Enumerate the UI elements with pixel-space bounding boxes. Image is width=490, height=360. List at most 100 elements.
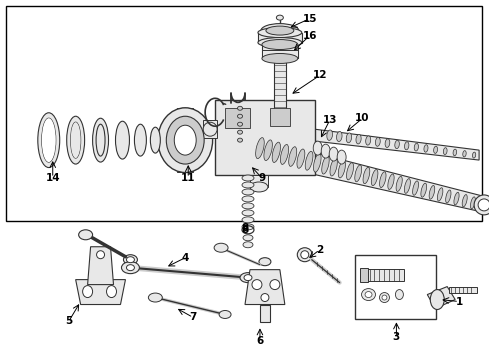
Bar (250, 175, 268, 187)
Polygon shape (250, 136, 486, 213)
Ellipse shape (371, 170, 378, 186)
Ellipse shape (272, 142, 280, 162)
Text: 7: 7 (190, 312, 197, 323)
Ellipse shape (219, 310, 231, 319)
Ellipse shape (472, 152, 476, 158)
Text: 9: 9 (258, 173, 266, 183)
Ellipse shape (242, 217, 254, 223)
Text: 10: 10 (355, 113, 370, 123)
Text: 8: 8 (242, 223, 248, 233)
Ellipse shape (329, 147, 338, 161)
Ellipse shape (238, 106, 243, 110)
Ellipse shape (214, 243, 228, 252)
Text: 14: 14 (46, 173, 60, 183)
Ellipse shape (314, 154, 321, 172)
Bar (225, 108, 250, 128)
Ellipse shape (38, 113, 60, 167)
Bar (203, 120, 217, 138)
Bar (262, 50, 298, 58)
Ellipse shape (337, 150, 346, 164)
Ellipse shape (122, 262, 140, 274)
Ellipse shape (424, 145, 428, 152)
Ellipse shape (116, 121, 129, 159)
Ellipse shape (413, 181, 418, 195)
Text: 12: 12 (313, 71, 327, 80)
Ellipse shape (405, 142, 409, 150)
Ellipse shape (126, 265, 134, 271)
Ellipse shape (297, 248, 312, 262)
Ellipse shape (238, 122, 243, 126)
Bar (270, 108, 290, 126)
Ellipse shape (261, 24, 299, 37)
Ellipse shape (93, 118, 108, 162)
Ellipse shape (250, 182, 268, 192)
Ellipse shape (262, 54, 298, 63)
Ellipse shape (243, 242, 253, 248)
Ellipse shape (242, 182, 254, 188)
Polygon shape (427, 287, 455, 309)
Ellipse shape (470, 197, 475, 209)
Bar (363, 269, 404, 280)
Ellipse shape (421, 183, 427, 197)
Ellipse shape (256, 138, 264, 159)
Ellipse shape (264, 140, 272, 161)
Ellipse shape (404, 179, 411, 193)
Ellipse shape (462, 194, 467, 207)
Ellipse shape (380, 172, 386, 188)
Bar (355, 255, 436, 319)
Ellipse shape (238, 114, 243, 118)
Ellipse shape (365, 292, 372, 298)
Ellipse shape (97, 251, 104, 259)
Polygon shape (88, 247, 114, 285)
Ellipse shape (362, 289, 375, 301)
Ellipse shape (297, 149, 305, 168)
Ellipse shape (429, 185, 435, 199)
Ellipse shape (244, 275, 252, 280)
Bar (449, 287, 477, 293)
Ellipse shape (148, 293, 162, 302)
Ellipse shape (96, 124, 105, 156)
Ellipse shape (123, 255, 137, 265)
Ellipse shape (366, 136, 371, 145)
Ellipse shape (42, 118, 56, 162)
Ellipse shape (203, 122, 217, 136)
Polygon shape (245, 270, 285, 305)
Ellipse shape (322, 156, 329, 174)
Ellipse shape (395, 140, 399, 149)
Ellipse shape (42, 118, 56, 162)
Ellipse shape (243, 235, 253, 241)
Ellipse shape (289, 147, 297, 166)
Ellipse shape (395, 289, 403, 300)
Ellipse shape (238, 138, 243, 142)
Ellipse shape (150, 127, 160, 153)
Ellipse shape (337, 131, 342, 141)
Text: 5: 5 (65, 316, 73, 327)
Text: 2: 2 (316, 245, 323, 255)
Ellipse shape (321, 144, 330, 158)
Ellipse shape (242, 210, 254, 216)
Ellipse shape (261, 293, 269, 302)
Bar (177, 108, 193, 172)
Ellipse shape (266, 26, 294, 35)
Text: 13: 13 (322, 115, 337, 125)
Text: 4: 4 (181, 253, 189, 263)
Ellipse shape (438, 188, 443, 201)
Bar (258, 32, 302, 42)
Ellipse shape (346, 133, 352, 143)
Ellipse shape (242, 224, 254, 230)
Ellipse shape (78, 230, 93, 240)
Ellipse shape (396, 176, 402, 192)
Ellipse shape (479, 199, 484, 211)
Ellipse shape (338, 161, 345, 178)
Ellipse shape (382, 295, 387, 300)
Ellipse shape (126, 257, 134, 263)
Ellipse shape (356, 134, 361, 144)
Ellipse shape (388, 174, 394, 189)
Ellipse shape (238, 130, 243, 134)
Ellipse shape (252, 280, 262, 289)
Ellipse shape (446, 190, 451, 203)
Ellipse shape (106, 285, 117, 298)
Ellipse shape (276, 15, 283, 20)
Ellipse shape (375, 138, 380, 146)
Ellipse shape (71, 122, 81, 158)
